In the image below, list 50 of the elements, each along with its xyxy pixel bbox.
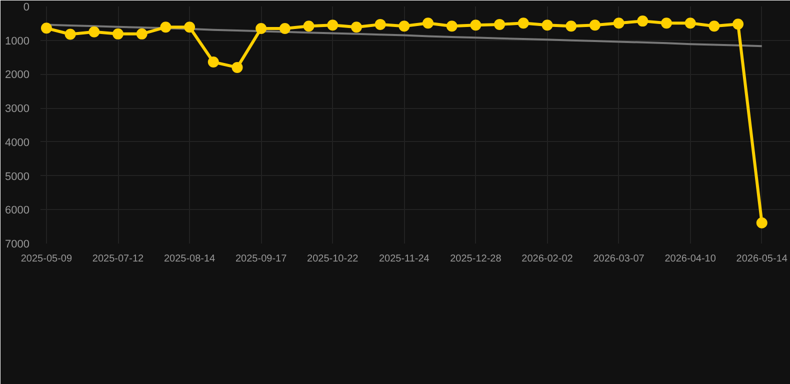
x-tick-label: 2025-10-22: [307, 254, 359, 264]
point: [232, 62, 243, 73]
point: [40, 22, 52, 34]
point: [303, 20, 314, 32]
y-tick-label: 7000: [5, 238, 30, 250]
y-tick-label: 1000: [5, 35, 30, 48]
point: [684, 18, 696, 29]
point: [422, 18, 434, 29]
point: [494, 18, 506, 30]
point: [279, 23, 290, 34]
point: [518, 18, 529, 29]
point: [637, 16, 648, 27]
y-tick-label: 3000: [5, 103, 30, 116]
point: [350, 22, 362, 33]
x-tick-label: 2025-08-14: [164, 254, 216, 264]
x-tick-label: 2025-09-17: [236, 254, 288, 264]
point: [470, 20, 482, 31]
x-tick-label: 2026-05-14: [736, 254, 788, 264]
point: [256, 23, 267, 34]
point: [732, 18, 744, 30]
point: [566, 20, 577, 32]
point: [589, 20, 600, 31]
point: [542, 20, 553, 31]
x-tick-label: 2026-04-10: [664, 254, 716, 264]
point: [88, 26, 100, 38]
point: [660, 18, 672, 29]
point: [327, 20, 338, 31]
point: [112, 28, 124, 40]
point: [64, 28, 76, 40]
point: [756, 217, 768, 228]
x-tick-label: 2025-05-09: [20, 254, 72, 264]
x-tick-label: 2025-07-12: [92, 254, 144, 264]
point: [708, 20, 720, 32]
point: [136, 28, 148, 40]
y-tick-label: 2000: [5, 69, 30, 82]
x-tick-label: 2025-11-24: [378, 254, 430, 264]
x-tick-label: 2025-12-28: [450, 254, 502, 264]
x-tick-label: 2026-02-02: [522, 254, 574, 264]
point: [184, 22, 196, 33]
point: [613, 18, 624, 29]
point: [160, 22, 172, 33]
y-tick-label: 6000: [5, 204, 30, 217]
y-tick-label: 5000: [5, 170, 30, 183]
y-tick-label: 0: [23, 2, 30, 14]
y-tick-label: 4000: [5, 136, 30, 149]
point: [446, 20, 458, 32]
point: [208, 56, 219, 68]
x-tick-label: 2026-03-07: [593, 254, 645, 264]
point: [398, 20, 410, 32]
point: [374, 18, 386, 30]
